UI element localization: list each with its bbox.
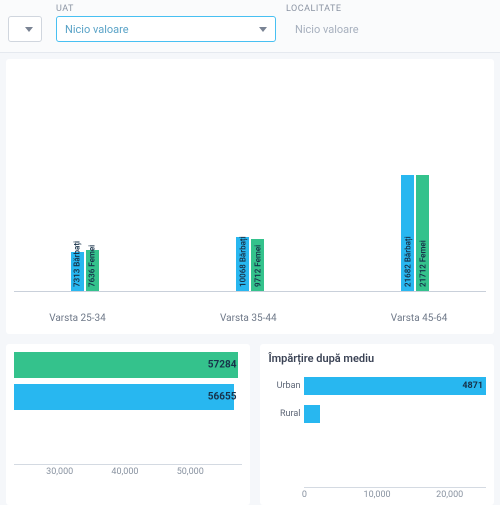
bar-value-label: 9712 Femei xyxy=(253,245,262,287)
mediu-bar[interactable] xyxy=(304,405,320,423)
bar-value-label: 7313 Bărbați xyxy=(73,241,82,287)
age-bar[interactable]: 10068 Bărbați xyxy=(236,237,249,291)
age-bar[interactable]: 21712 Femei xyxy=(416,175,429,291)
gender-bar-value: 57284 xyxy=(208,360,237,371)
age-bar[interactable]: 9712 Femei xyxy=(251,239,264,291)
mediu-bar-value: 4871 xyxy=(462,381,483,391)
bar-value-label: 21682 Bărbați xyxy=(403,236,412,287)
mediu-row: Urban 4871 xyxy=(268,375,486,397)
localitate-label: LOCALITATE xyxy=(286,4,466,14)
localitate-dropdown: Nicio valoare xyxy=(286,16,466,42)
axis-tick: 0 xyxy=(302,490,307,500)
age-group: 10068 Bărbați 9712 Femei xyxy=(236,237,264,291)
mediu-row-label: Urban xyxy=(268,381,304,391)
age-bar[interactable]: 21682 Bărbați xyxy=(401,175,414,291)
age-bar[interactable]: 7636 Femei xyxy=(86,250,99,291)
mediu-chart: Împărțire după mediu Urban 4871 Rural 0 10,… xyxy=(260,344,494,505)
axis-tick: 40,000 xyxy=(111,467,138,477)
age-x-label: Varsta 25-34 xyxy=(49,313,106,324)
mediu-bar[interactable]: 4871 xyxy=(304,377,486,395)
mediu-title: Împărțire după mediu xyxy=(268,352,486,365)
chevron-down-icon xyxy=(259,27,267,32)
age-x-label: Varsta 45-64 xyxy=(391,313,448,324)
uat-dropdown[interactable]: Nicio valoare xyxy=(56,16,276,42)
chevron-down-icon xyxy=(25,27,33,32)
age-x-label: Varsta 35-44 xyxy=(220,313,277,324)
judet-dropdown[interactable] xyxy=(8,16,42,42)
filter-bar: UAT Nicio valoare LOCALITATE Nicio valoa… xyxy=(0,0,500,53)
age-chart: 7313 Bărbați7636 Femei10068 Bărbați9712 … xyxy=(6,59,494,334)
axis-tick: 30,000 xyxy=(46,467,73,477)
age-group: 21682 Bărbați 21712 Femei xyxy=(401,175,429,291)
gender-bar-value: 56655 xyxy=(208,392,237,403)
uat-label: UAT xyxy=(56,4,276,14)
axis-tick: 20,000 xyxy=(436,490,463,500)
age-bar[interactable]: 7313 Bărbați xyxy=(71,252,84,291)
uat-placeholder: Nicio valoare xyxy=(65,23,129,36)
gender-bar[interactable]: 57284 xyxy=(14,352,242,378)
gender-bar[interactable]: 56655 xyxy=(14,384,242,410)
bar-value-label: 7636 Femei xyxy=(88,245,97,287)
mediu-row-label: Rural xyxy=(268,409,304,419)
bar-value-label: 21712 Femei xyxy=(418,240,427,287)
age-group: 7313 Bărbați7636 Femei xyxy=(71,250,99,291)
gender-chart: 57284 56655 30,000 40,000 50,000 xyxy=(6,344,250,505)
localitate-placeholder: Nicio valoare xyxy=(295,23,359,36)
bar-value-label: 10068 Bărbați xyxy=(238,236,247,287)
axis-tick: 10,000 xyxy=(364,490,391,500)
axis-tick: 50,000 xyxy=(177,467,204,477)
mediu-row: Rural xyxy=(268,403,486,425)
